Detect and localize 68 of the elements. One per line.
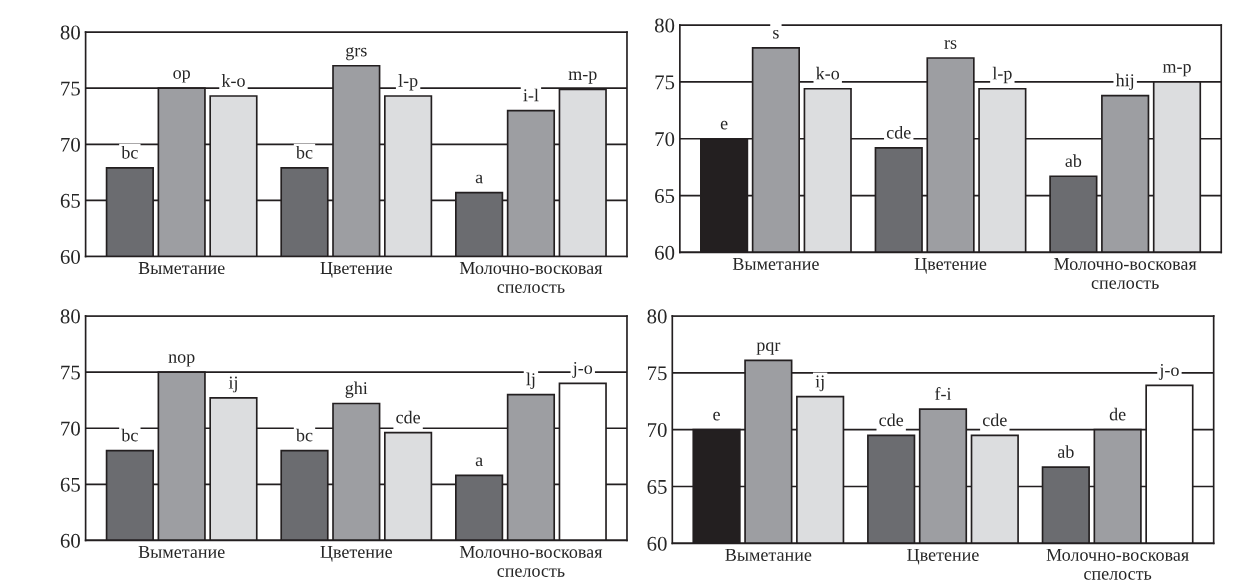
x-tick-label: Молочно-восковая спелость — [459, 262, 603, 293]
data-label: m-p — [568, 71, 597, 84]
data-label: cde — [396, 410, 421, 424]
x-tick-label: Выметание — [138, 546, 225, 559]
x-tick-label: Молочно-восковая спелость — [1046, 548, 1189, 580]
y-tick-label: 80 — [60, 25, 80, 40]
data-label: ij — [815, 375, 824, 392]
y-tick-label: 75 — [655, 75, 675, 90]
y-tick-label: 60 — [60, 533, 80, 548]
x-tick-label: Выметание — [138, 262, 225, 275]
y-tick-label: 80 — [654, 18, 675, 33]
data-label: bc — [295, 428, 313, 442]
data-label: k-o — [221, 74, 245, 87]
data-label: de — [1109, 407, 1126, 421]
y-tick-label: 70 — [61, 137, 80, 152]
data-label: cde — [879, 413, 904, 427]
x-tick-label: Цветение — [320, 262, 393, 278]
y-tick-label: 60 — [60, 249, 80, 264]
data-label: cde — [886, 125, 911, 139]
y-tick-label: 65 — [60, 193, 80, 208]
y-tick-label: 65 — [60, 477, 80, 492]
data-label: a — [475, 174, 483, 184]
data-label: j-o — [1158, 363, 1179, 380]
data-label: ab — [1057, 445, 1074, 458]
y-tick-label: 60 — [647, 536, 667, 551]
data-label: l-p — [992, 66, 1012, 84]
data-label: pqr — [756, 342, 781, 355]
data-label: l-p — [398, 74, 418, 91]
data-label: cde — [982, 413, 1007, 427]
data-label: bc — [295, 145, 313, 159]
data-label: e — [720, 120, 728, 130]
data-label: i-l — [523, 88, 539, 102]
x-tick-label: Выметание — [732, 258, 819, 271]
x-tick-label: Молочно-восковая спелость — [459, 546, 603, 577]
y-tick-label: 70 — [61, 421, 80, 436]
data-label: s — [773, 29, 779, 39]
data-label: lj — [526, 372, 535, 389]
data-label: j-o — [572, 361, 593, 378]
data-label: nop — [168, 354, 195, 367]
y-tick-label: 70 — [655, 132, 675, 147]
y-tick-label: 60 — [655, 245, 675, 260]
y-tick-label: 80 — [60, 309, 80, 324]
y-tick-label: 80 — [647, 309, 667, 324]
data-label: grs — [346, 47, 367, 61]
y-tick-label: 75 — [61, 81, 80, 96]
x-tick-label: Выметание — [725, 548, 812, 561]
x-tick-label: Цветение — [914, 258, 987, 274]
data-label: hij — [1115, 73, 1134, 90]
y-tick-label: 65 — [655, 189, 675, 204]
data-label: k-o — [816, 66, 840, 80]
data-label: ghi — [345, 381, 368, 398]
data-label: bc — [121, 145, 138, 159]
data-label: a — [475, 457, 483, 467]
y-tick-label: 70 — [647, 423, 667, 438]
x-tick-label: Цветение — [907, 548, 979, 565]
y-tick-label: 75 — [647, 366, 667, 381]
data-label: op — [173, 70, 190, 83]
data-label: m-p — [1162, 64, 1191, 77]
data-label: rs — [944, 40, 957, 49]
data-label: ij — [228, 376, 237, 393]
y-tick-label: 65 — [647, 479, 667, 494]
data-label: e — [713, 411, 720, 421]
x-tick-label: Молочно-восковая спелость — [1054, 258, 1197, 289]
data-label: f-i — [935, 387, 952, 400]
data-label: ab — [1065, 154, 1082, 168]
x-tick-label: Цветение — [320, 546, 393, 562]
y-tick-label: 75 — [61, 365, 80, 380]
data-label: bc — [121, 428, 138, 442]
